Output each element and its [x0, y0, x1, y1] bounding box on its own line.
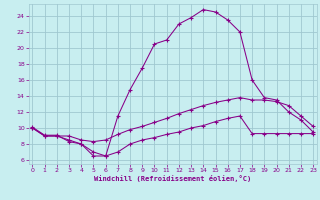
X-axis label: Windchill (Refroidissement éolien,°C): Windchill (Refroidissement éolien,°C) — [94, 175, 252, 182]
